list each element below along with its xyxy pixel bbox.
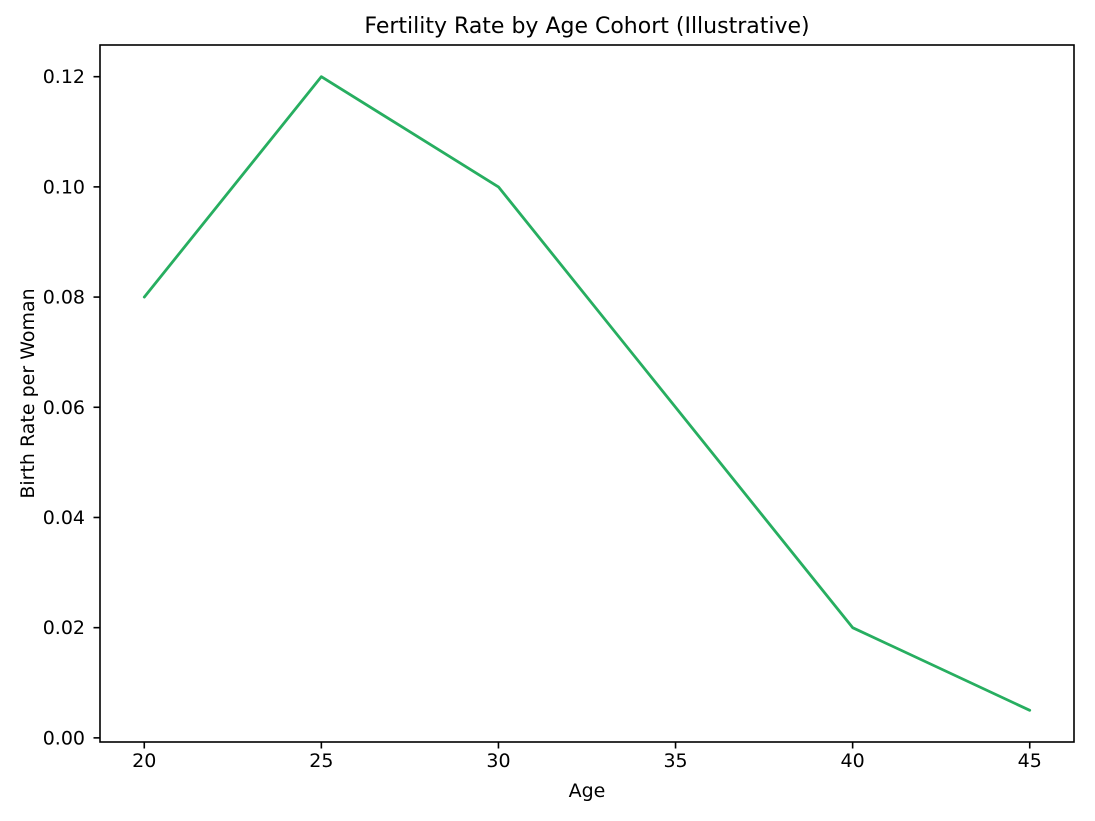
x-tick-label: 25 bbox=[309, 750, 333, 772]
y-tick-label: 0.08 bbox=[43, 287, 85, 309]
x-tick-label: 30 bbox=[486, 750, 510, 772]
x-tick-label: 45 bbox=[1018, 750, 1042, 772]
y-tick-label: 0.00 bbox=[43, 727, 85, 749]
plot-area: 20 25 30 35 40 45 0.00 0.02 0.04 0.06 0.08 0.10 0.12 bbox=[43, 44, 1075, 772]
y-axis-label: Birth Rate per Woman bbox=[17, 288, 39, 498]
plot-border bbox=[99, 44, 1075, 743]
fertility-rate-line bbox=[142, 75, 1032, 712]
x-tick-label: 20 bbox=[132, 750, 156, 772]
y-tick-label: 0.06 bbox=[43, 397, 85, 419]
y-tick-label: 0.04 bbox=[43, 507, 85, 529]
y-tick-label: 0.10 bbox=[43, 176, 85, 198]
chart-title: Fertility Rate by Age Cohort (Illustrati… bbox=[364, 14, 809, 39]
y-tick-label: 0.12 bbox=[43, 66, 85, 88]
x-axis-label: Age bbox=[569, 780, 606, 802]
x-tick-label: 35 bbox=[663, 750, 687, 772]
y-tick-label: 0.02 bbox=[43, 617, 85, 639]
x-tick-label: 40 bbox=[841, 750, 865, 772]
